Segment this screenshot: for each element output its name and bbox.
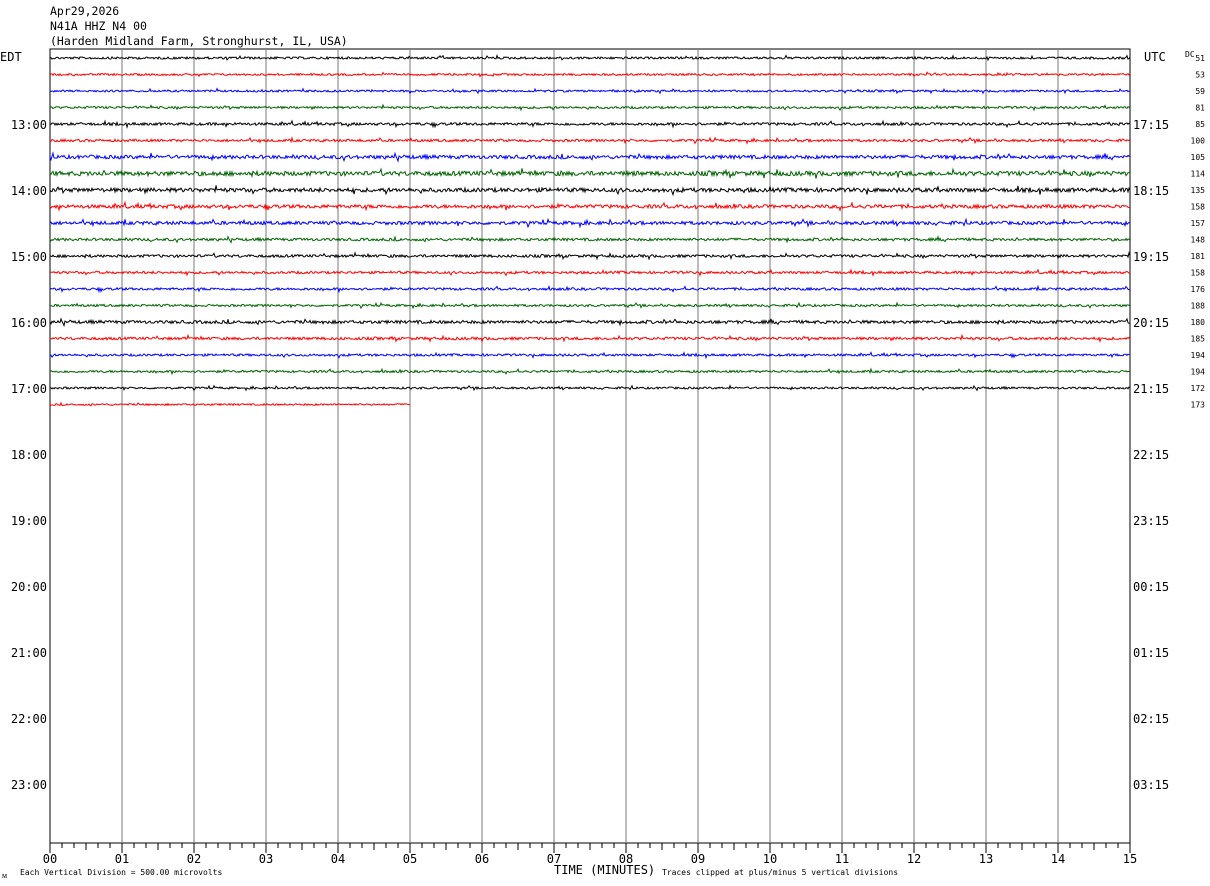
seismic-trace: [49, 401, 411, 407]
header-date: Apr29,2026: [50, 4, 120, 18]
seismic-trace: [49, 367, 1131, 376]
right-hour-label: 20:15: [1133, 316, 1169, 330]
dc-offset-label: 135: [1191, 186, 1206, 195]
left-hour-label: 20:00: [11, 580, 47, 594]
dc-offset-label: 158: [1191, 269, 1206, 278]
plot-frame: [49, 48, 1131, 844]
x-tick-label: 06: [475, 852, 489, 866]
seismic-trace: [49, 167, 1131, 179]
seismic-trace: [50, 301, 1131, 310]
seismic-trace: [49, 217, 1131, 229]
footer-scale-note: Each Vertical Division = 500.00 microvol…: [20, 868, 222, 877]
dc-offset-label: 181: [1191, 252, 1206, 261]
seismic-trace: [49, 284, 1131, 294]
left-hour-label: 19:00: [11, 514, 47, 528]
seismic-trace: [49, 351, 1131, 360]
dc-offset-label: 81: [1195, 104, 1205, 113]
x-tick-label: 02: [187, 852, 201, 866]
corner-mark: ᴍ: [2, 871, 7, 880]
dc-offset-label: 185: [1191, 335, 1206, 344]
x-tick-label: 08: [619, 852, 633, 866]
x-tick-label: 11: [835, 852, 849, 866]
left-hour-label: 16:00: [11, 316, 47, 330]
dc-offset-label: 51: [1195, 54, 1205, 63]
dc-offset-label: 53: [1195, 71, 1205, 80]
right-axis-title: UTC: [1144, 50, 1166, 64]
left-hour-label: 15:00: [11, 250, 47, 264]
seismic-trace: [49, 151, 1131, 163]
dc-offset-label: 114: [1191, 170, 1206, 179]
x-tick-label: 04: [331, 852, 345, 866]
right-hour-label: 23:15: [1133, 514, 1169, 528]
right-hour-label: 02:15: [1133, 712, 1169, 726]
dc-offset-label: 158: [1191, 203, 1206, 212]
dc-label: DC: [1185, 50, 1195, 59]
dc-offset-label: 176: [1191, 285, 1206, 294]
dc-offset-label: 194: [1191, 351, 1206, 360]
right-hour-label: 03:15: [1133, 778, 1169, 792]
seismic-trace: [49, 235, 1131, 244]
left-hour-label: 13:00: [11, 118, 47, 132]
seismic-trace: [49, 54, 1131, 62]
seismic-trace: [49, 317, 1131, 328]
left-axis-title: EDT: [0, 50, 22, 64]
seismic-trace: [49, 71, 1131, 78]
header-station: N41A HHZ N4 00: [50, 19, 147, 33]
x-tick-label: 07: [547, 852, 561, 866]
dc-offset-label: 173: [1191, 401, 1206, 410]
right-hour-label: 18:15: [1133, 184, 1169, 198]
left-hour-label: 17:00: [11, 382, 47, 396]
right-hour-label: 19:15: [1133, 250, 1169, 264]
seismic-trace: [49, 87, 1131, 95]
seismic-trace: [49, 251, 1131, 261]
seismic-trace: [49, 185, 1131, 197]
dc-offset-label: 148: [1191, 236, 1206, 245]
x-tick-label: 00: [43, 852, 57, 866]
grid-lines: [49, 48, 1131, 844]
seismic-trace: [49, 268, 1131, 278]
left-hour-label: 18:00: [11, 448, 47, 462]
seismic-trace: [49, 119, 1131, 129]
footer-clip-note: Traces clipped at plus/minus 5 vertical …: [662, 868, 898, 877]
x-tick-label: 10: [763, 852, 777, 866]
dc-offset-label: 194: [1191, 368, 1206, 377]
x-tick-label: 03: [259, 852, 273, 866]
dc-offset-label: 180: [1191, 318, 1206, 327]
x-axis-label: TIME (MINUTES): [554, 863, 655, 877]
dc-offset-label: 157: [1191, 219, 1206, 228]
right-hour-label: 17:15: [1133, 118, 1169, 132]
left-hour-label: 21:00: [11, 646, 47, 660]
left-hour-label: 14:00: [11, 184, 47, 198]
dc-offset-label: 188: [1191, 302, 1206, 311]
x-tick-label: 12: [907, 852, 921, 866]
right-hour-label: 21:15: [1133, 382, 1169, 396]
seismic-trace: [49, 103, 1131, 112]
right-hour-label: 01:15: [1133, 646, 1169, 660]
x-tick-label: 01: [115, 852, 129, 866]
x-tick-label: 05: [403, 852, 417, 866]
seismic-trace: [49, 136, 1131, 145]
dc-offset-label: 59: [1195, 87, 1205, 96]
x-tick-label: 15: [1123, 852, 1137, 866]
header-location: (Harden Midland Farm, Stronghurst, IL, U…: [50, 34, 348, 48]
right-hour-label: 22:15: [1133, 448, 1169, 462]
dc-offset-label: 100: [1191, 137, 1206, 146]
right-hour-label: 00:15: [1133, 580, 1169, 594]
x-tick-label: 14: [1051, 852, 1065, 866]
axes-labels: 00 01 02 03 04 05 06 07 08 09 10 11 12 13 14 15 13:00 14:…: [11, 54, 1205, 866]
seismic-trace: [49, 384, 1131, 392]
seismic-traces: [49, 54, 1131, 407]
x-tick-label: 09: [691, 852, 705, 866]
left-hour-label: 23:00: [11, 778, 47, 792]
dc-offset-label: 105: [1191, 153, 1206, 162]
dc-offset-label: 85: [1195, 120, 1205, 129]
dc-offset-label: 172: [1191, 384, 1206, 393]
x-tick-label: 13: [979, 852, 993, 866]
seismic-trace: [49, 200, 1131, 212]
left-hour-label: 22:00: [11, 712, 47, 726]
seismic-trace: [49, 333, 1131, 344]
